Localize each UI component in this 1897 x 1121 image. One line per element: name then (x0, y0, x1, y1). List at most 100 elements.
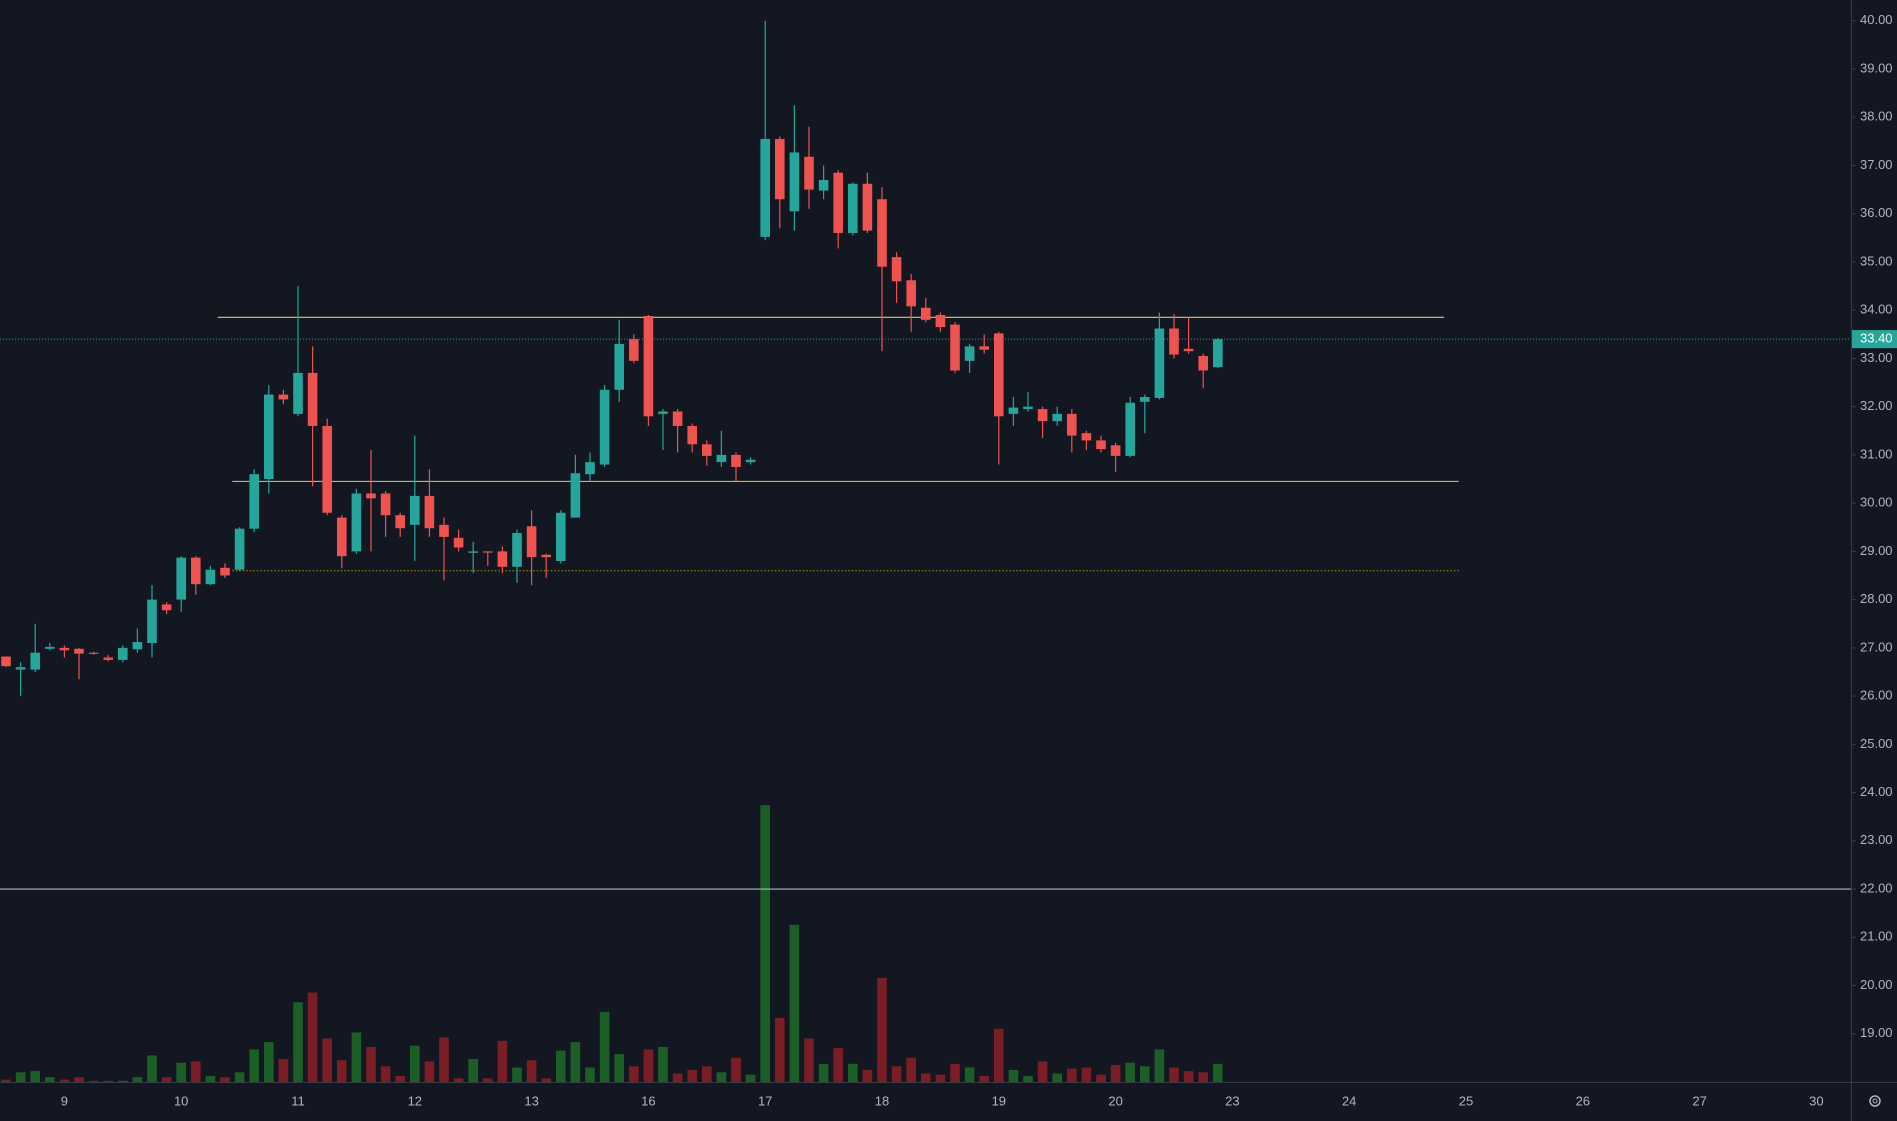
x-tick-label: 26 (1576, 1093, 1590, 1108)
volume-bar (512, 1067, 522, 1082)
candle-body (191, 557, 201, 585)
y-tick-label: 21.00 (1860, 929, 1893, 944)
volume-bar (585, 1067, 595, 1082)
volume-bar (1067, 1068, 1077, 1082)
volume-bar (220, 1077, 230, 1082)
candle-body (775, 138, 785, 200)
volume-bar (599, 1011, 610, 1082)
candle-body (453, 537, 464, 548)
candle-body (614, 343, 624, 390)
volume-bar (497, 1040, 508, 1082)
volume-bar (176, 1062, 186, 1082)
volume-bar (760, 805, 770, 1082)
volume-bar (322, 1038, 332, 1082)
candle-body (278, 394, 289, 400)
volume-bar (1023, 1075, 1033, 1082)
candle-body (760, 138, 770, 237)
candle-body (1, 656, 11, 667)
candle-body (88, 652, 99, 654)
candle-body (176, 557, 186, 600)
volume-bar (1008, 1069, 1019, 1082)
volume-bar (468, 1059, 478, 1082)
volume-bar (1183, 1071, 1194, 1082)
candle-body (702, 444, 712, 456)
volume-bar (775, 1017, 785, 1082)
candle-body (906, 280, 916, 307)
candle-body (147, 599, 157, 644)
candle-body (307, 372, 318, 426)
volume-bar (702, 1066, 712, 1082)
volume-bar (1052, 1073, 1062, 1082)
candle-body (30, 652, 40, 670)
volume-bar (526, 1060, 537, 1082)
candle-body (921, 307, 931, 320)
last-price-label: 33.40 (1860, 331, 1893, 346)
candle-body (1023, 406, 1033, 410)
volume-bar (191, 1061, 201, 1082)
candle-body (410, 495, 420, 525)
candle-body (541, 554, 551, 558)
y-tick-label: 33.00 (1860, 350, 1893, 365)
volume-bar (731, 1057, 741, 1082)
candle-body (804, 156, 814, 190)
candle-body (1067, 413, 1077, 436)
x-tick-label: 23 (1225, 1093, 1239, 1108)
candle-body (833, 172, 843, 233)
candle-body (964, 346, 975, 361)
y-tick-label: 38.00 (1860, 109, 1893, 124)
volume-bar (570, 1042, 581, 1082)
volume-bar (45, 1077, 55, 1082)
volume-bar (205, 1075, 216, 1082)
candle-body (643, 315, 654, 417)
candle-body (483, 551, 493, 553)
candle-body (1140, 397, 1150, 402)
candle-body (1198, 356, 1208, 371)
volume-bar (1081, 1067, 1092, 1082)
candle-body (994, 333, 1004, 417)
candle-body (234, 528, 245, 570)
candle-body (15, 667, 26, 670)
volume-bar (1140, 1066, 1150, 1082)
last-price-box (1852, 330, 1897, 349)
x-tick-label: 17 (758, 1093, 772, 1108)
candle-body (380, 493, 391, 516)
candle-body (1183, 348, 1194, 352)
volume-bar (366, 1046, 376, 1082)
y-tick-label: 28.00 (1860, 591, 1893, 606)
y-tick-label: 39.00 (1860, 60, 1893, 75)
candle-body (716, 454, 727, 463)
volume-bar (789, 924, 800, 1082)
candle-body (439, 524, 449, 537)
candle-body (848, 183, 858, 233)
x-tick-label: 13 (524, 1093, 538, 1108)
volume-bar (1096, 1074, 1106, 1082)
candle-body (351, 493, 362, 552)
candle-body (745, 459, 756, 463)
y-tick-label: 27.00 (1860, 639, 1893, 654)
plot-area (0, 20, 1851, 1082)
volume-bar (30, 1071, 40, 1082)
candle-body (220, 567, 230, 576)
settings-icon[interactable] (1869, 1095, 1881, 1107)
volume-bar (804, 1038, 814, 1082)
volume-bar (380, 1066, 391, 1082)
candle-body (731, 454, 741, 467)
candle-body (1037, 409, 1048, 422)
volume-bar (629, 1066, 639, 1082)
candle-body (103, 657, 113, 660)
volume-bar (1169, 1067, 1179, 1082)
candle-body (891, 257, 902, 282)
candle-body (979, 346, 989, 350)
volume-bar (1110, 1065, 1121, 1082)
volume-bar (848, 1063, 858, 1082)
volume-bar (278, 1059, 289, 1082)
x-tick-label: 12 (408, 1093, 422, 1108)
volume-bar (658, 1046, 668, 1082)
y-tick-label: 35.00 (1860, 253, 1893, 268)
volume-bar (906, 1057, 916, 1082)
candle-body (1096, 440, 1106, 450)
volume-bar (745, 1074, 756, 1082)
y-tick-label: 32.00 (1860, 398, 1893, 413)
x-tick-label: 11 (291, 1093, 305, 1108)
x-tick-label: 16 (641, 1093, 655, 1108)
